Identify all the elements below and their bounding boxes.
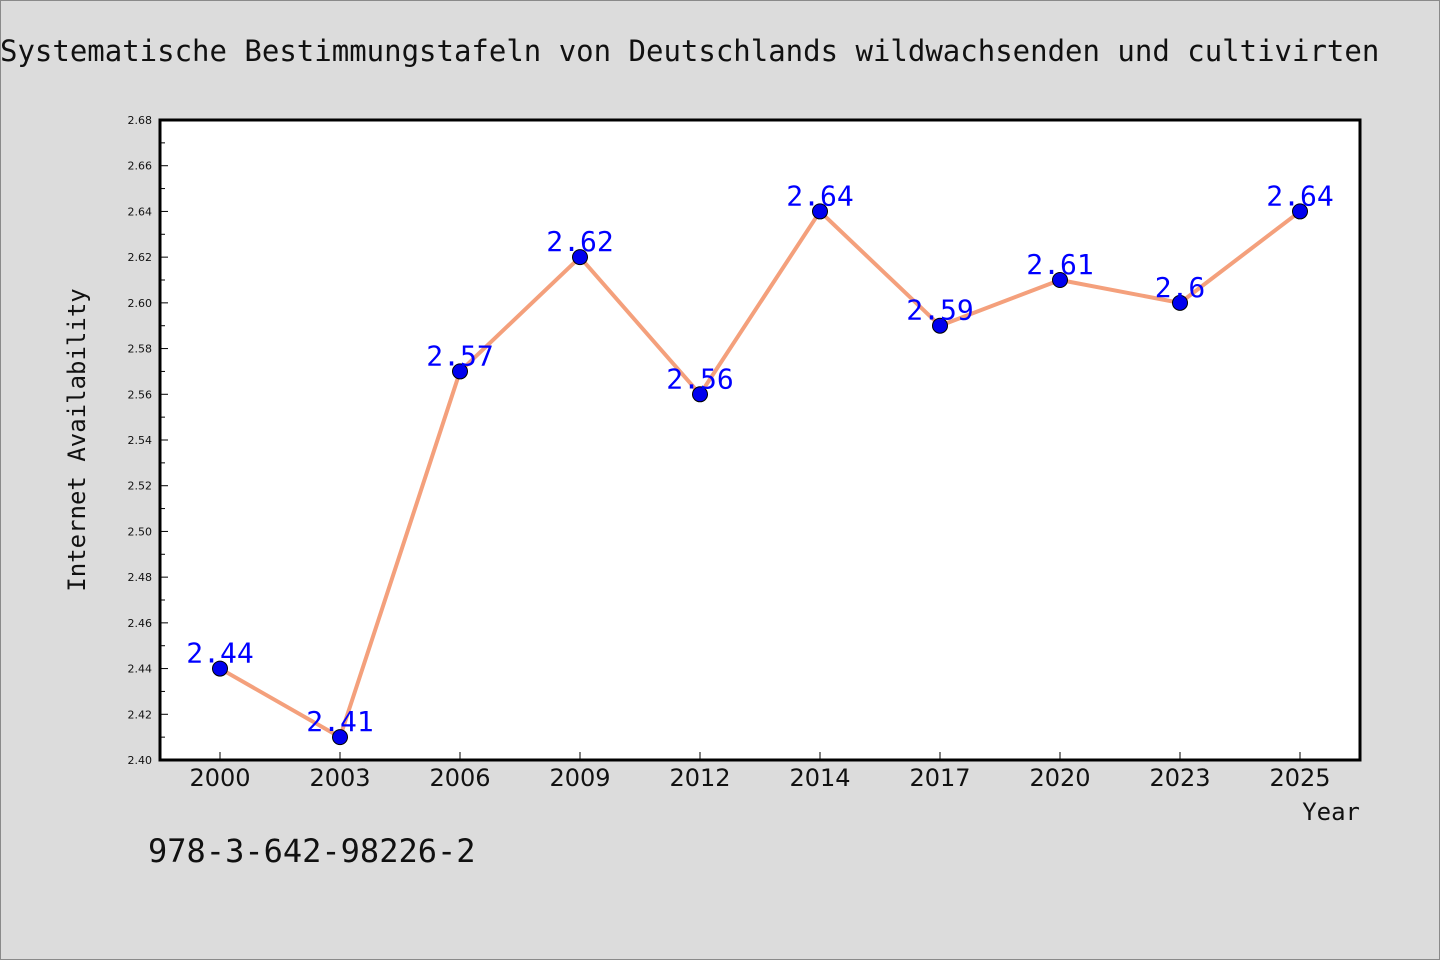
data-label: 2.61 — [1026, 248, 1093, 281]
plot-area — [158, 118, 1362, 762]
data-label: 2.64 — [786, 179, 853, 212]
y-tick-label: 2.56 — [128, 388, 153, 401]
y-tick-label: 2.58 — [128, 343, 153, 356]
y-tick-label: 2.52 — [128, 480, 153, 493]
data-point — [572, 249, 588, 266]
x-tick-label: 2006 — [429, 764, 490, 792]
y-tick-label: 2.46 — [128, 617, 153, 630]
series-line — [219, 209, 1302, 740]
x-tick-label: 2020 — [1029, 764, 1090, 792]
y-axis-label: Internet Availability — [63, 288, 91, 591]
data-label: 2.64 — [1266, 179, 1333, 212]
x-tick-label: 2003 — [309, 764, 370, 792]
data-label: 2.62 — [546, 225, 613, 258]
x-axis-label: Year — [1302, 798, 1360, 826]
y-tick-label: 2.44 — [128, 663, 153, 676]
y-tick-label: 2.40 — [128, 754, 153, 767]
x-tick-label: 2017 — [909, 764, 970, 792]
data-point — [812, 203, 828, 220]
y-tick-label: 2.42 — [128, 708, 153, 721]
x-tick-label: 2014 — [789, 764, 850, 792]
x-tick-label: 2025 — [1269, 764, 1330, 792]
data-point — [932, 317, 948, 334]
data-point — [332, 729, 348, 746]
data-label: 2.44 — [186, 637, 253, 670]
data-point — [452, 363, 468, 380]
data-point — [212, 660, 228, 677]
data-label: 2.6 — [1155, 271, 1206, 304]
data-point — [1052, 272, 1068, 288]
data-point — [692, 386, 708, 403]
y-tick-label: 2.64 — [128, 205, 153, 218]
y-tick-label: 2.60 — [128, 297, 153, 310]
y-tick-label: 2.66 — [128, 160, 153, 173]
y-tick-label: 2.48 — [128, 571, 153, 584]
data-label: 2.41 — [306, 705, 373, 738]
x-tick-label: 2023 — [1149, 764, 1210, 792]
y-tick-label: 2.50 — [128, 525, 153, 538]
data-point — [1292, 203, 1308, 220]
data-label: 2.59 — [906, 294, 973, 327]
y-tick-label: 2.62 — [128, 251, 153, 264]
isbn-code: 978-3-642-98226-2 — [148, 832, 476, 870]
data-label: 2.57 — [426, 339, 493, 372]
data-point — [1172, 294, 1188, 311]
x-tick-label: 2000 — [189, 764, 250, 792]
y-tick-label: 2.54 — [128, 434, 153, 447]
x-tick-label: 2009 — [549, 764, 610, 792]
data-label: 2.56 — [666, 362, 733, 395]
chart-title: Systematische Bestimmungstafeln von Deut… — [0, 34, 1380, 68]
x-tick-label: 2012 — [669, 764, 730, 792]
y-tick-label: 2.68 — [128, 114, 153, 127]
